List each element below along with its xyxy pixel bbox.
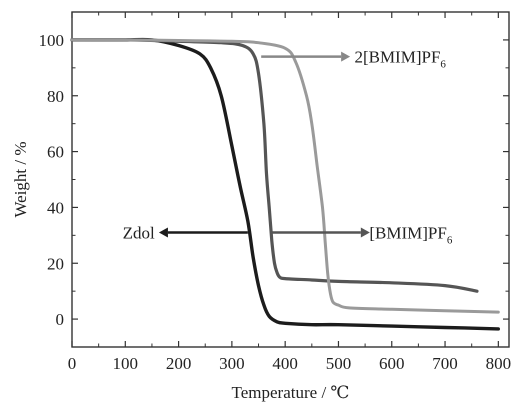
- tick-labels: 0 100 200 300 400 500 600 700 800 0 20 40 60 80 100: [39, 31, 512, 373]
- series-line-1: [70, 38, 479, 293]
- x-axis-title: Temperature / ℃: [232, 383, 350, 402]
- y-tick-label: 100: [39, 31, 65, 50]
- annotation-2bmim: 2[BMIM]PF6: [354, 48, 446, 71]
- x-tick-label: 500: [326, 354, 352, 373]
- x-tick-label: 0: [68, 354, 77, 373]
- y-tick-label: 20: [47, 254, 64, 273]
- y-tick-label: 0: [56, 310, 65, 329]
- axis-ticks: [71, 12, 509, 347]
- x-tick-label: 400: [272, 354, 298, 373]
- y-axis-title: Weight / %: [11, 141, 30, 217]
- x-tick-label: 700: [432, 354, 458, 373]
- arrowhead-bmim: [360, 227, 370, 238]
- series-lines: [70, 37, 500, 331]
- annotation-zdol: Zdol: [123, 224, 155, 243]
- x-tick-label: 800: [486, 354, 512, 373]
- arrowhead-zdol: [158, 227, 168, 238]
- series-line-2: [70, 38, 500, 314]
- annotation-bmim: [BMIM]PF6: [369, 224, 452, 247]
- x-tick-label: 100: [113, 354, 139, 373]
- y-tick-label: 60: [47, 143, 64, 162]
- x-tick-label: 300: [219, 354, 245, 373]
- annotations: 2[BMIM]PF6 Zdol [BMIM]PF6: [123, 48, 453, 247]
- arrowhead-2bmim: [341, 51, 351, 62]
- y-tick-label: 40: [47, 198, 64, 217]
- y-tick-label: 80: [47, 87, 64, 106]
- x-tick-label: 200: [166, 354, 192, 373]
- x-tick-label: 600: [379, 354, 405, 373]
